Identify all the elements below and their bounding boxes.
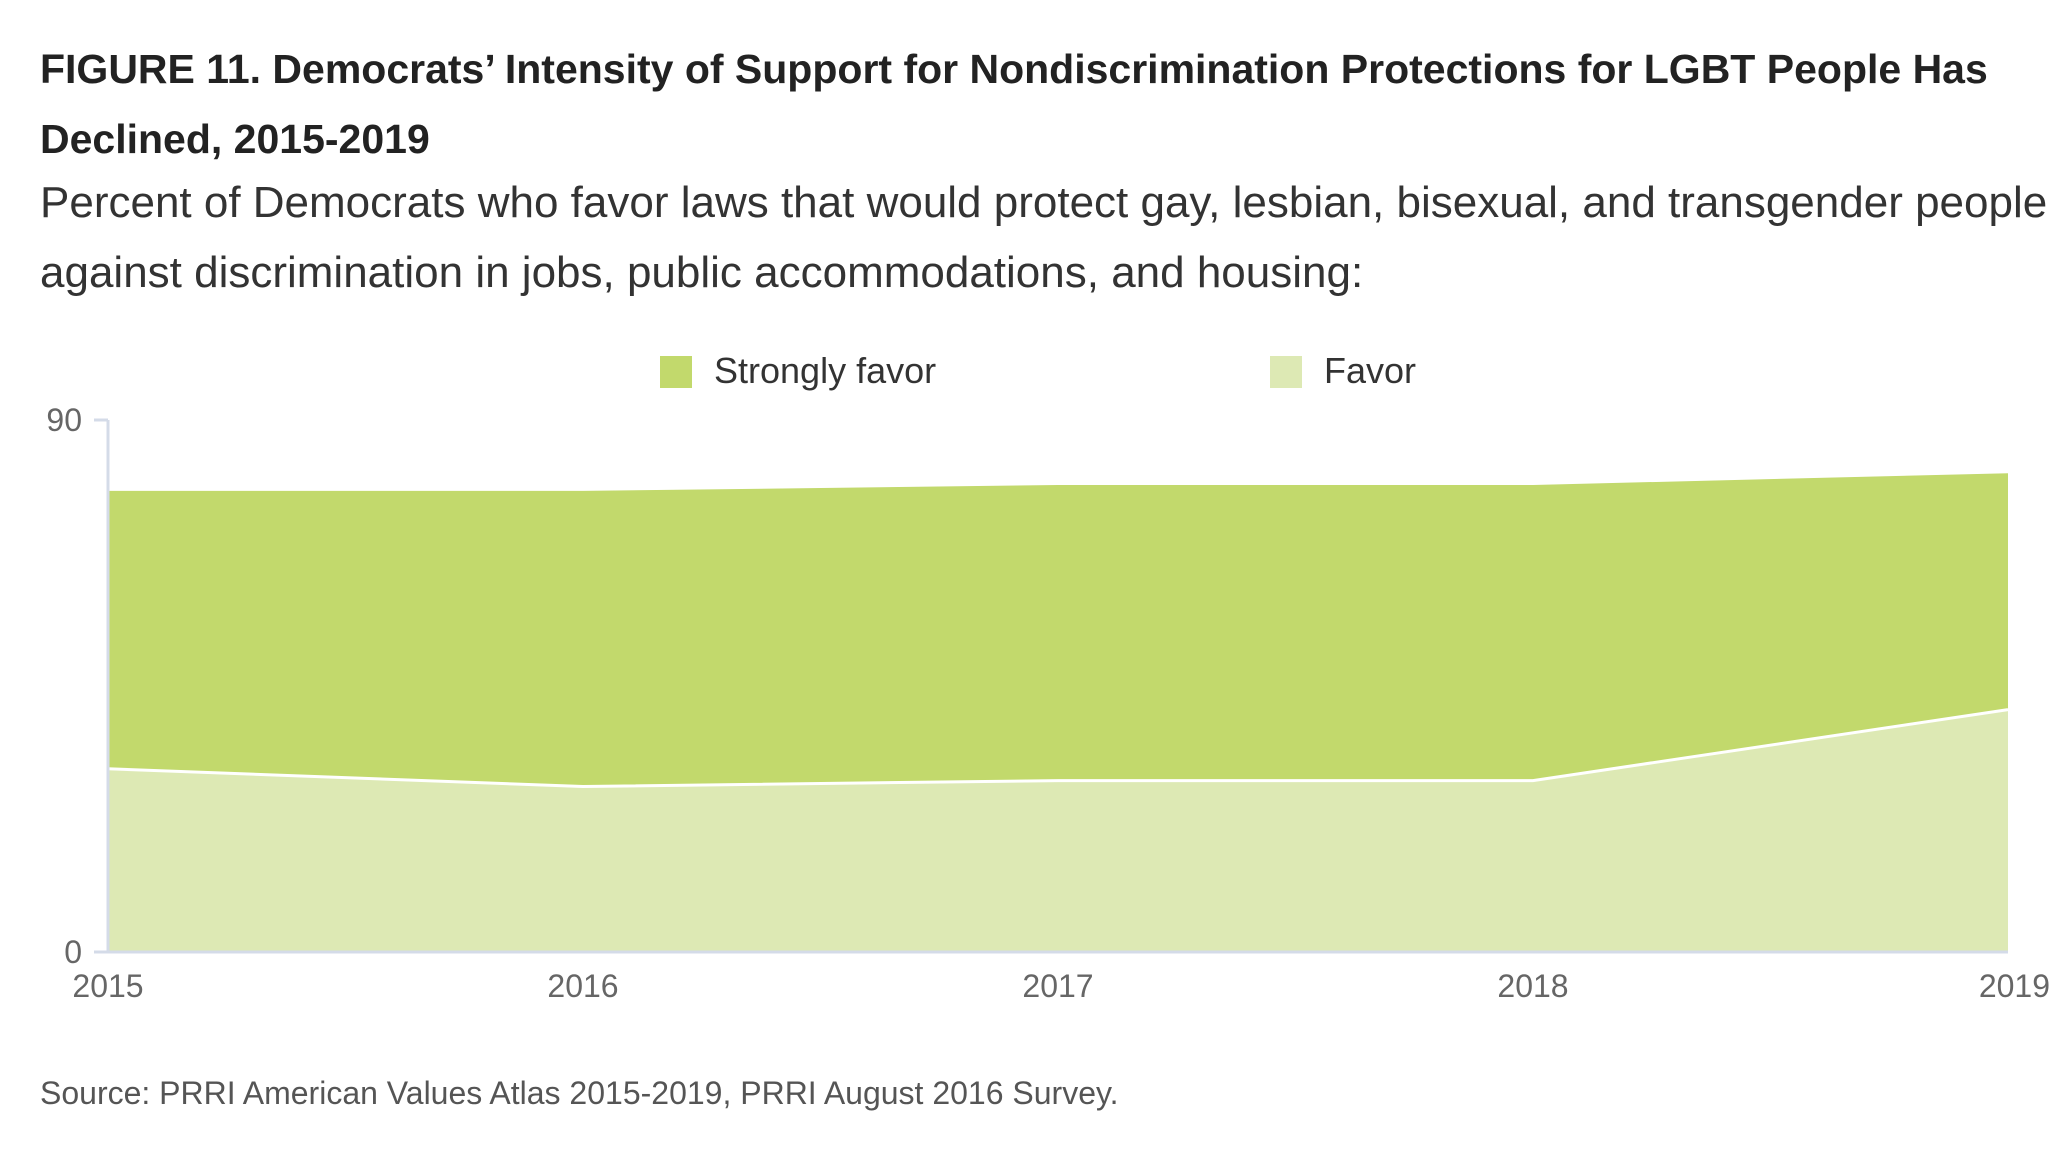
legend-swatch-favor	[1270, 356, 1302, 388]
y-tick-label: 0	[64, 934, 82, 970]
x-tick-label: 2018	[1497, 968, 1568, 1004]
legend-label-strongly-favor: Strongly favor	[714, 350, 936, 391]
axes: 0 90 2015 2016 2017 2018 2019	[46, 402, 2050, 1004]
x-tick-label: 2016	[547, 968, 618, 1004]
chart-subtitle: Percent of Democrats who favor laws that…	[40, 178, 2048, 297]
legend: Strongly favor Favor	[660, 350, 1416, 391]
legend-swatch-strongly-favor	[660, 356, 692, 388]
x-tick-label: 2017	[1022, 968, 1093, 1004]
x-tick-label: 2019	[1979, 968, 2050, 1004]
chart-title: FIGURE 11. Democrats’ Intensity of Suppo…	[40, 46, 1988, 162]
y-tick-label: 90	[46, 402, 82, 438]
area-strongly-favor	[108, 473, 2008, 787]
source-note: Source: PRRI American Values Atlas 2015-…	[40, 1075, 1119, 1111]
area-favor	[108, 709, 2008, 952]
legend-label-favor: Favor	[1324, 350, 1416, 391]
x-tick-label: 2015	[72, 968, 143, 1004]
area-series	[107, 473, 2009, 952]
favor-boundary-line	[107, 708, 2009, 788]
